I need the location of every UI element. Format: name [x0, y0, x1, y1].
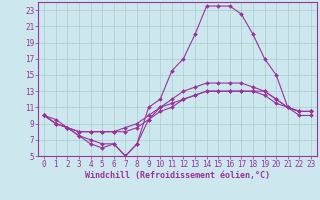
X-axis label: Windchill (Refroidissement éolien,°C): Windchill (Refroidissement éolien,°C) [85, 171, 270, 180]
